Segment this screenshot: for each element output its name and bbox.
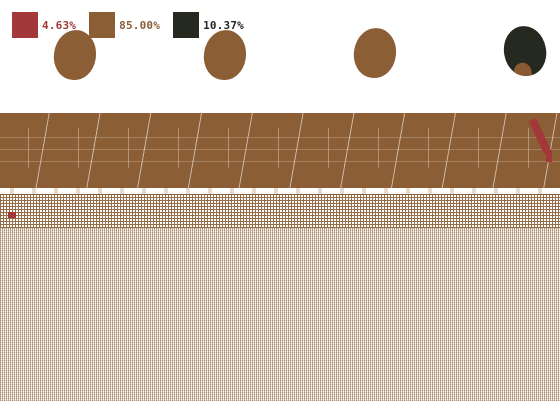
- dark-percentage: 10.37%: [203, 18, 244, 32]
- red-fleck-right-small: [546, 150, 552, 162]
- brown-swatch: [89, 12, 116, 38]
- red-fleck-left: [8, 212, 16, 218]
- red-percentage: 4.63%: [42, 18, 77, 32]
- legend-item-red: 4.63%: [12, 12, 76, 38]
- band-texture: [0, 128, 560, 168]
- dithered-field: [0, 228, 560, 401]
- band-lower-edge: [0, 188, 560, 194]
- brown-percentage: 85.00%: [119, 18, 161, 32]
- legend-item-brown: 85.00%: [89, 12, 160, 38]
- legend-item-dark: 10.37%: [173, 12, 244, 38]
- dark-swatch: [173, 12, 200, 38]
- band-fringe: [0, 194, 560, 228]
- red-swatch: [12, 12, 38, 38]
- color-legend: 4.63% 85.00% 10.37%: [12, 12, 257, 38]
- brown-blob-3: [350, 25, 400, 81]
- brown-band: [0, 113, 560, 195]
- dark-blob: [499, 22, 551, 80]
